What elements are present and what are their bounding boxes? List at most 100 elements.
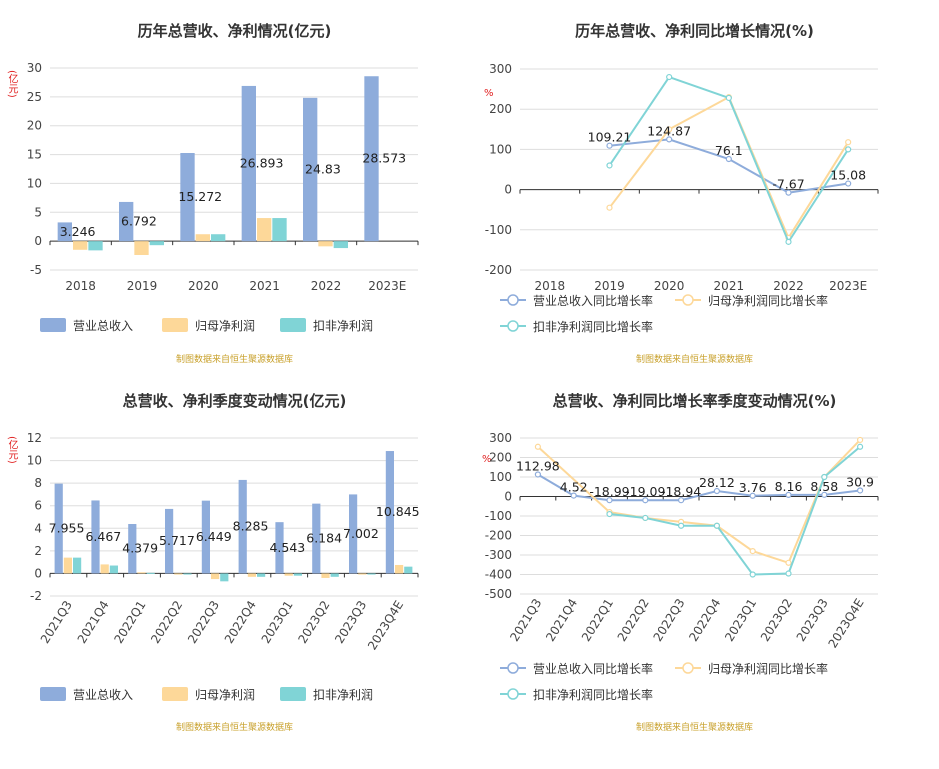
bar-1: [364, 76, 379, 242]
legend-label: 扣非净利润同比增长率: [533, 319, 653, 334]
data-point: [821, 491, 828, 498]
data-label: 15.272: [178, 189, 222, 204]
bar-1: [275, 522, 284, 574]
legend-swatch: [162, 318, 188, 332]
y-tick-label: 2: [34, 544, 42, 558]
data-point: [845, 180, 852, 187]
bar-2: [100, 564, 109, 574]
x-tick-label: 2019: [594, 279, 625, 293]
data-label: -19.09: [625, 484, 665, 499]
x-tick-label: 2022Q3: [651, 596, 688, 644]
legend-swatch: [40, 318, 66, 332]
data-label: 6.184: [306, 531, 342, 546]
y-axis-unit: (亿元): [6, 70, 17, 98]
x-tick-label: 2023E: [829, 279, 867, 293]
x-tick-label: 2021: [249, 279, 280, 293]
bar-1: [128, 524, 137, 574]
data-point: [749, 571, 756, 578]
data-point: [785, 238, 792, 245]
y-tick-label: 200: [489, 102, 512, 116]
legend-label: 营业总收入: [73, 688, 133, 702]
bar-3: [293, 573, 302, 576]
y-tick-label: 8: [34, 476, 42, 490]
x-tick-label: 2021Q4: [543, 596, 580, 644]
data-point: [678, 497, 685, 504]
x-tick-label: 2020: [654, 279, 685, 293]
y-tick-label: 0: [34, 234, 42, 248]
y-tick-label: 10: [27, 176, 42, 190]
legend-label: 营业总收入: [73, 319, 133, 333]
bar-1: [91, 500, 100, 574]
x-tick-label: 2023Q1: [259, 598, 296, 646]
bar-3: [109, 565, 118, 574]
x-tick-label: 2021Q4: [75, 598, 112, 646]
data-label: 8.285: [233, 519, 269, 534]
data-point: [534, 443, 542, 450]
y-tick-label: 100: [489, 142, 512, 156]
data-label: 5.717: [159, 533, 195, 548]
series-line-2: [608, 95, 850, 241]
series-line-3: [609, 446, 861, 576]
bar-2: [134, 241, 149, 255]
x-tick-label: 2018: [535, 279, 566, 293]
data-label: 6.449: [196, 529, 232, 544]
legend-swatch: [280, 318, 306, 332]
chart-title: 总营收、净利季度变动情况(亿元): [122, 392, 347, 410]
data-point: [606, 204, 613, 211]
y-tick-label: 200: [489, 451, 512, 465]
y-tick-label: 0: [504, 183, 512, 197]
y-tick-label: -100: [485, 509, 512, 523]
bar-3: [73, 557, 82, 574]
y-tick-label: 15: [27, 148, 42, 162]
data-point: [845, 139, 852, 146]
data-point: [785, 559, 792, 566]
data-point: [678, 522, 685, 529]
data-point: [606, 142, 613, 149]
legend-marker: [682, 294, 694, 306]
bar-1: [165, 508, 174, 574]
bar-2: [321, 573, 330, 578]
data-label: 6.467: [85, 529, 121, 544]
x-tick-label: 2022Q4: [222, 598, 259, 646]
data-point: [642, 514, 649, 522]
data-point: [785, 491, 792, 499]
x-tick-label: 2023Q2: [295, 598, 332, 646]
x-tick-label: 2022Q1: [579, 596, 616, 644]
legend-marker: [507, 662, 519, 674]
x-tick-label: 2022Q1: [111, 598, 148, 646]
y-tick-label: 100: [489, 470, 512, 484]
y-tick-label: 0: [504, 490, 512, 504]
source-note: 制图数据来自恒生聚源数据库: [175, 355, 293, 365]
chart-panel-annual-revenue: 历年总营收、净利情况(亿元) (亿元) -5 0 5 10 15 20 25 30 2018 20…: [0, 0, 469, 384]
legend-marker: [507, 294, 519, 306]
chart-svg: -200 -100 0 100 200 300 2018 2019 2020 2021 2022 20…: [485, 62, 879, 334]
y-tick-label: -100: [485, 223, 512, 237]
y-tick-label: 4: [34, 521, 42, 535]
bar-1: [201, 500, 210, 574]
bar-3: [146, 572, 155, 574]
bar-1: [180, 153, 195, 242]
x-tick-label: 2021: [714, 279, 745, 293]
x-tick-label: 2023Q1: [722, 596, 759, 644]
data-label: 28.573: [362, 151, 406, 166]
legend-label: 归母净利润同比增长率: [708, 661, 828, 676]
data-point: [845, 146, 852, 153]
data-label: 10.845: [376, 504, 420, 519]
bar-3: [211, 234, 226, 242]
source-note: 制图数据来自恒生聚源数据库: [635, 355, 753, 365]
legend-label: 归母净利润: [195, 319, 255, 333]
y-tick-label: 10: [27, 454, 42, 468]
chart-svg: -500 -400 -300 -200 -100 0 100 200 300 2021Q32021…: [485, 431, 879, 702]
data-label: 4.543: [269, 540, 305, 555]
data-point: [785, 189, 792, 196]
bar-2: [195, 234, 210, 242]
data-label: 7.955: [49, 521, 85, 536]
bar-3: [257, 573, 266, 577]
data-label: 8.16: [775, 479, 803, 494]
y-tick-label: 300: [489, 431, 512, 445]
bar-2: [211, 573, 220, 580]
legend-label: 营业总收入同比增长率: [533, 293, 653, 308]
bar-1: [303, 97, 318, 242]
data-label: 6.792: [121, 214, 157, 229]
bar-2: [318, 241, 333, 247]
